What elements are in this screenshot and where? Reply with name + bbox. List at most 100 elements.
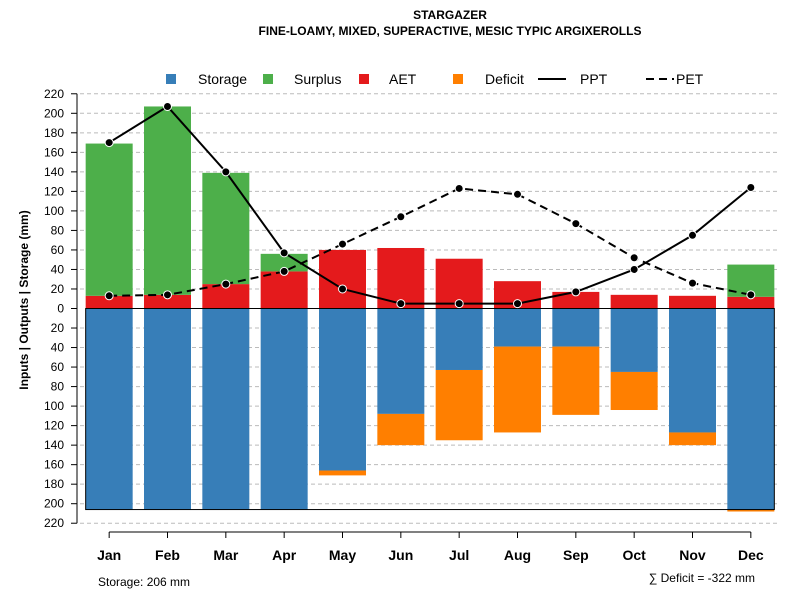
ppt-point xyxy=(688,230,697,240)
x-tick-label: Dec xyxy=(738,547,764,563)
gridlines xyxy=(80,93,780,524)
y-tick-label: 180 xyxy=(44,477,64,491)
y-axis-label: Inputs | Outputs | Storage (mm) xyxy=(17,210,31,389)
legend-label: AET xyxy=(389,71,417,87)
pet-line xyxy=(109,187,752,297)
x-tick-label: Mar xyxy=(213,547,238,563)
pet-point xyxy=(746,290,756,300)
storage-bar xyxy=(610,308,658,372)
pet-point xyxy=(221,279,231,289)
legend-label: Storage xyxy=(198,71,247,87)
y-tick-label: 80 xyxy=(51,380,65,394)
y-tick-label: 180 xyxy=(44,126,64,140)
x-tick-label: Nov xyxy=(679,547,706,563)
legend-swatch xyxy=(359,74,369,84)
y-tick-label: 20 xyxy=(51,321,65,335)
legend-label: PET xyxy=(676,71,704,87)
ppt-point xyxy=(221,167,231,177)
storage-bar xyxy=(260,308,308,510)
deficit-bar xyxy=(494,346,541,433)
lines xyxy=(104,101,756,309)
y-tick-label: 220 xyxy=(44,516,64,530)
storage-capacity-frame xyxy=(85,308,775,511)
storage-bar xyxy=(85,308,133,510)
aet-bar xyxy=(552,291,600,309)
y-tick-label: 120 xyxy=(44,184,64,198)
deficit-note: ∑ Deficit = -322 mm xyxy=(649,571,755,585)
deficit-bar xyxy=(727,509,775,512)
x-tick-label: Jun xyxy=(388,547,413,563)
storage-bar xyxy=(144,308,191,510)
ppt-point xyxy=(279,248,289,258)
chart-title: STARGAZER xyxy=(413,8,487,22)
y-tick-label: 0 xyxy=(57,302,64,316)
deficit-bar xyxy=(377,413,425,446)
pet-point xyxy=(688,278,697,288)
surplus-bar xyxy=(85,143,133,296)
aet-bar xyxy=(85,295,133,309)
y-axis: 2202001801601401201008060402002040608010… xyxy=(44,87,78,530)
legend-swatch xyxy=(263,74,273,84)
storage-bar xyxy=(494,308,541,347)
storage-bar xyxy=(377,308,425,414)
ppt-point xyxy=(163,101,172,111)
storage-bar xyxy=(319,308,366,471)
ppt-point xyxy=(338,284,347,294)
surplus-bar xyxy=(202,172,250,285)
pet-point xyxy=(629,253,639,263)
ppt-point xyxy=(104,138,114,148)
aet-bar xyxy=(377,247,425,309)
legend-label: PPT xyxy=(580,71,608,87)
y-tick-label: 200 xyxy=(44,106,64,120)
legend: Storage Surplus AET Deficit PPT PET xyxy=(166,71,704,87)
pet-point xyxy=(396,212,406,222)
ppt-point xyxy=(746,182,756,192)
x-tick-label: Apr xyxy=(272,547,297,563)
y-tick-label: 140 xyxy=(44,165,64,179)
y-tick-label: 100 xyxy=(44,204,64,218)
x-tick-label: Oct xyxy=(622,547,646,563)
pet-point xyxy=(104,291,114,301)
y-tick-label: 60 xyxy=(51,360,65,374)
aet-bar xyxy=(727,296,775,309)
pet-point xyxy=(338,239,347,249)
aet-bar xyxy=(610,294,658,309)
y-tick-label: 160 xyxy=(44,458,64,472)
y-tick-label: 40 xyxy=(51,262,65,276)
deficit-bar xyxy=(610,371,658,411)
ppt-point xyxy=(629,264,639,274)
surplus-bar xyxy=(260,253,308,272)
ppt-point xyxy=(454,299,464,309)
aet-bar xyxy=(260,271,308,309)
storage-note: Storage: 206 mm xyxy=(98,575,190,589)
surplus-bar xyxy=(144,106,191,295)
deficit-bar xyxy=(552,346,600,415)
pet-point xyxy=(571,219,581,229)
ppt-point xyxy=(513,299,522,309)
x-tick-label: Jul xyxy=(449,547,469,563)
deficit-bar xyxy=(435,369,483,441)
aet-bar xyxy=(669,295,716,309)
y-tick-label: 60 xyxy=(51,243,65,257)
storage-bar xyxy=(669,308,716,433)
legend-label: Surplus xyxy=(294,71,341,87)
x-tick-label: Feb xyxy=(155,547,180,563)
legend-label: Deficit xyxy=(485,71,524,87)
y-tick-label: 40 xyxy=(51,341,65,355)
chart-subtitle: FINE-LOAMY, MIXED, SUPERACTIVE, MESIC TY… xyxy=(259,24,642,38)
y-tick-label: 140 xyxy=(44,438,64,452)
ppt-line xyxy=(108,105,752,305)
pet-point xyxy=(163,290,172,300)
pet-point xyxy=(513,189,522,199)
y-tick-label: 200 xyxy=(44,497,64,511)
ppt-point xyxy=(396,299,406,309)
deficit-bar xyxy=(319,470,366,476)
x-axis: Jan Feb Mar Apr May Jun Jul Aug Sep Oct Nov Dec xyxy=(97,531,764,563)
y-tick-label: 120 xyxy=(44,419,64,433)
x-tick-label: Aug xyxy=(504,547,531,563)
y-tick-label: 160 xyxy=(44,145,64,159)
storage-bar xyxy=(727,308,775,510)
legend-swatch xyxy=(166,74,176,84)
y-tick-label: 20 xyxy=(51,282,65,296)
